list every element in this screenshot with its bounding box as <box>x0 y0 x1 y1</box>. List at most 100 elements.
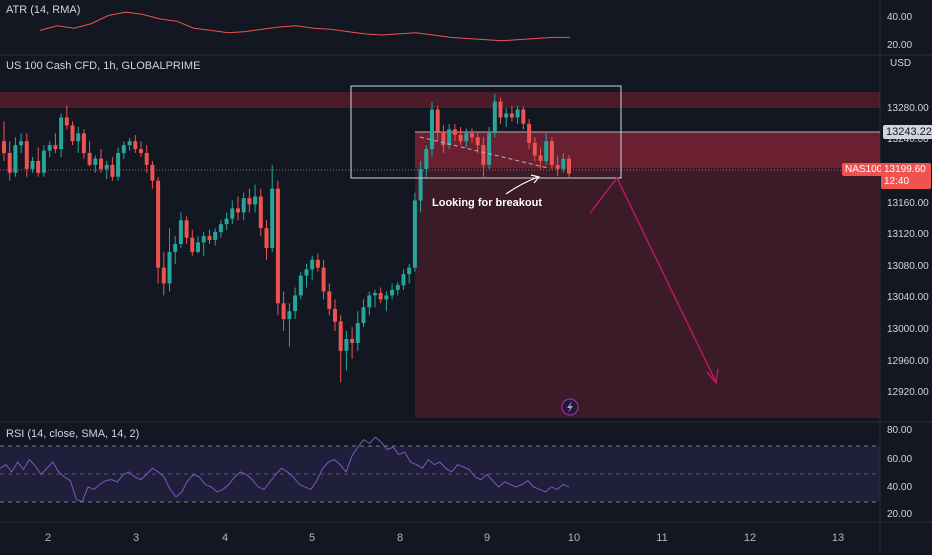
time-tick: 13 <box>832 532 844 544</box>
price-tick: 13120.00 <box>887 229 929 241</box>
forecast-arrow[interactable] <box>589 176 717 383</box>
price-tick: 13280.00 <box>887 102 929 114</box>
rsi-tick-60: 60.00 <box>887 454 913 465</box>
candle-body <box>458 134 463 142</box>
time-tick: 9 <box>484 532 490 544</box>
bar-countdown: 12:40 <box>884 176 910 187</box>
candle-body <box>561 158 566 169</box>
candle-body <box>395 285 400 290</box>
candle-body <box>99 158 103 169</box>
candle-body <box>104 164 109 169</box>
current-price-value: 13199.60 <box>884 164 926 175</box>
candle-body <box>498 101 503 118</box>
candle-body <box>59 117 64 150</box>
candle-body <box>13 145 18 173</box>
candle-body <box>430 109 434 149</box>
candle-body <box>133 141 138 150</box>
candle-body <box>139 149 143 154</box>
candle-body <box>81 133 86 154</box>
candle-body <box>401 274 406 286</box>
candle-body <box>121 145 126 153</box>
candle-body <box>452 129 457 135</box>
candle-body <box>367 295 372 308</box>
candle-body <box>544 141 549 161</box>
candle-body <box>470 133 474 138</box>
candle-body <box>173 244 178 252</box>
annotation-curve-arrow <box>505 176 539 195</box>
candle-body <box>70 125 75 142</box>
candle-body <box>567 158 571 174</box>
atr-tick-20: 20.00 <box>887 40 913 51</box>
short-target-zone[interactable] <box>415 132 880 418</box>
candle-body <box>213 232 218 240</box>
candle-body <box>475 137 480 146</box>
candle-body <box>418 168 423 201</box>
time-tick: 2 <box>45 532 51 544</box>
candle-body <box>218 224 223 233</box>
consolidation-trendline <box>419 136 549 169</box>
candle-body <box>412 200 417 268</box>
current-price-tag: 13199.60 12:40 <box>881 163 931 189</box>
rsi-label[interactable]: RSI (14, close, SMA, 14, 2) <box>6 428 140 440</box>
candle-body <box>270 188 275 248</box>
candle-body <box>333 308 337 322</box>
resistance-band <box>0 92 880 108</box>
short-entry-zone[interactable] <box>415 132 880 168</box>
annotation-text[interactable]: Looking for breakout <box>432 197 542 209</box>
candle-body <box>521 109 526 124</box>
candle-body <box>407 267 412 274</box>
candle-body <box>338 321 343 351</box>
candle-body <box>150 164 155 181</box>
candle-body <box>384 295 389 300</box>
candle-body <box>527 123 532 143</box>
time-axis: 2 3 4 5 8 9 10 11 12 13 <box>45 532 844 544</box>
candle-body <box>350 338 355 343</box>
candle-body <box>64 117 69 126</box>
candle-body <box>293 295 298 312</box>
rsi-series-line <box>0 436 570 503</box>
candle-body <box>555 164 560 169</box>
candle-body <box>373 293 377 296</box>
candle-body <box>447 129 452 146</box>
candle-body <box>2 141 6 154</box>
candle-body <box>532 142 537 156</box>
candle-body <box>310 259 315 270</box>
candle-body <box>7 153 12 173</box>
candle-body <box>190 237 195 252</box>
candle-body <box>196 242 200 252</box>
candle-body <box>298 275 303 296</box>
rsi-tick-20: 20.00 <box>887 509 913 520</box>
time-tick: 3 <box>133 532 139 544</box>
candle-body <box>390 289 395 296</box>
price-tick: 13000.00 <box>887 324 929 335</box>
candle-body <box>207 236 212 241</box>
candle-body <box>30 161 35 169</box>
candle-body <box>258 196 263 229</box>
currency-label[interactable]: USD <box>890 58 912 69</box>
candle-body <box>230 208 235 219</box>
time-tick: 4 <box>222 532 228 544</box>
candle-body <box>304 269 309 276</box>
symbol-label[interactable]: US 100 Cash CFD, 1h, GLOBALPRIME <box>6 60 201 72</box>
price-tick: 12960.00 <box>887 355 929 367</box>
candle-body <box>167 251 172 284</box>
candle-body <box>264 228 269 248</box>
rsi-tick-80: 80.00 <box>887 425 913 436</box>
candle-body <box>504 113 509 118</box>
candle-body <box>24 141 29 169</box>
price-tick: 12920.00 <box>887 387 929 399</box>
lightning-bolt-icon[interactable] <box>561 398 579 416</box>
candle-body <box>247 198 252 205</box>
consolidation-box[interactable] <box>350 85 622 179</box>
candle-body <box>36 161 41 173</box>
atr-label[interactable]: ATR (14, RMA) <box>6 4 81 16</box>
candle-body <box>144 153 149 165</box>
candle-body <box>201 236 206 243</box>
candle-body <box>515 109 520 118</box>
candle-body <box>127 141 132 146</box>
candle-body <box>281 303 286 320</box>
candle-body <box>435 109 440 132</box>
candle-body <box>53 145 58 150</box>
